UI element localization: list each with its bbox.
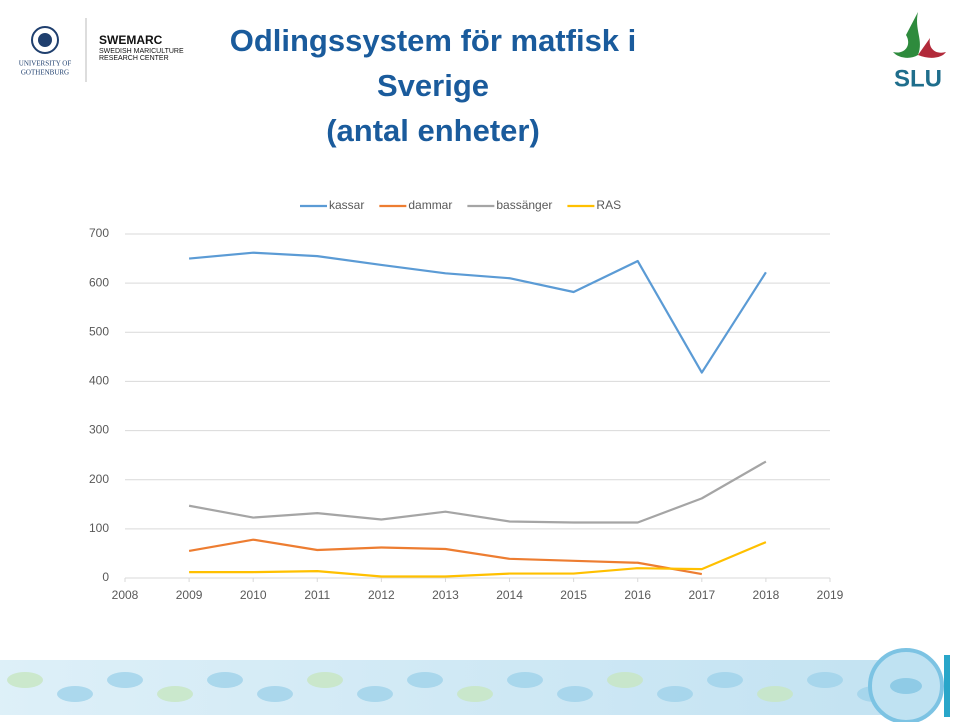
swemarc-sub: SWEDISH MARICULTURE: [99, 48, 184, 55]
gu-text: UNIVERSITY OF: [19, 60, 72, 68]
decor-fish: [507, 672, 543, 688]
swemarc-sub: RESEARCH CENTER: [99, 55, 169, 62]
decor-fish: [607, 672, 643, 688]
decor-fish: [257, 686, 293, 702]
decor-fish: [107, 672, 143, 688]
y-tick-label: 0: [102, 570, 109, 584]
decor-fish: [307, 672, 343, 688]
x-tick-label: 2012: [368, 588, 395, 602]
y-tick-label: 700: [89, 226, 109, 240]
slu-text: SLU: [894, 65, 942, 92]
x-tick-label: 2016: [624, 588, 651, 602]
plate-fish: [890, 678, 922, 694]
decor-fish: [707, 672, 743, 688]
x-tick-label: 2010: [240, 588, 267, 602]
swemarc-logo: SWEMARC: [99, 33, 163, 47]
legend-label: RAS: [596, 198, 621, 212]
x-tick-label: 2014: [496, 588, 523, 602]
slu-leaf: [893, 12, 920, 58]
series-line: [189, 253, 766, 373]
chart: UNIVERSITY OF GOTHENBURG SWEMARC SWEDISH…: [0, 0, 955, 722]
decor-fish: [457, 686, 493, 702]
decor-fish: [807, 672, 843, 688]
y-tick-label: 100: [89, 521, 109, 535]
x-tick-label: 2017: [688, 588, 715, 602]
y-tick-label: 500: [89, 324, 109, 338]
gu-emblem: [38, 33, 52, 47]
y-tick-label: 300: [89, 423, 109, 437]
legend-label: bassänger: [496, 198, 552, 212]
legend-label: dammar: [408, 198, 452, 212]
decor-fish: [557, 686, 593, 702]
decor-fish: [7, 672, 43, 688]
decor-fish: [407, 672, 443, 688]
legend-label: kassar: [329, 198, 364, 212]
slide: {"logos": {"swemarc": "SWEMARC", "swemar…: [0, 0, 955, 722]
decor-fish: [157, 686, 193, 702]
series-line: [189, 542, 766, 576]
x-tick-label: 2008: [112, 588, 139, 602]
y-tick-label: 400: [89, 374, 109, 388]
y-tick-label: 200: [89, 472, 109, 486]
x-tick-label: 2015: [560, 588, 587, 602]
gu-text: GOTHENBURG: [21, 69, 69, 77]
decor-fish: [57, 686, 93, 702]
decor-fish: [357, 686, 393, 702]
series-line: [189, 462, 766, 523]
x-tick-label: 2011: [304, 588, 330, 602]
decor-fish: [757, 686, 793, 702]
x-tick-label: 2009: [176, 588, 203, 602]
x-tick-label: 2013: [432, 588, 459, 602]
fork: [944, 655, 950, 717]
decor-fish: [657, 686, 693, 702]
slu-leaf: [918, 38, 946, 58]
x-tick-label: 2018: [753, 588, 780, 602]
y-tick-label: 600: [89, 275, 109, 289]
x-tick-label: 2019: [817, 588, 844, 602]
decor-fish: [207, 672, 243, 688]
